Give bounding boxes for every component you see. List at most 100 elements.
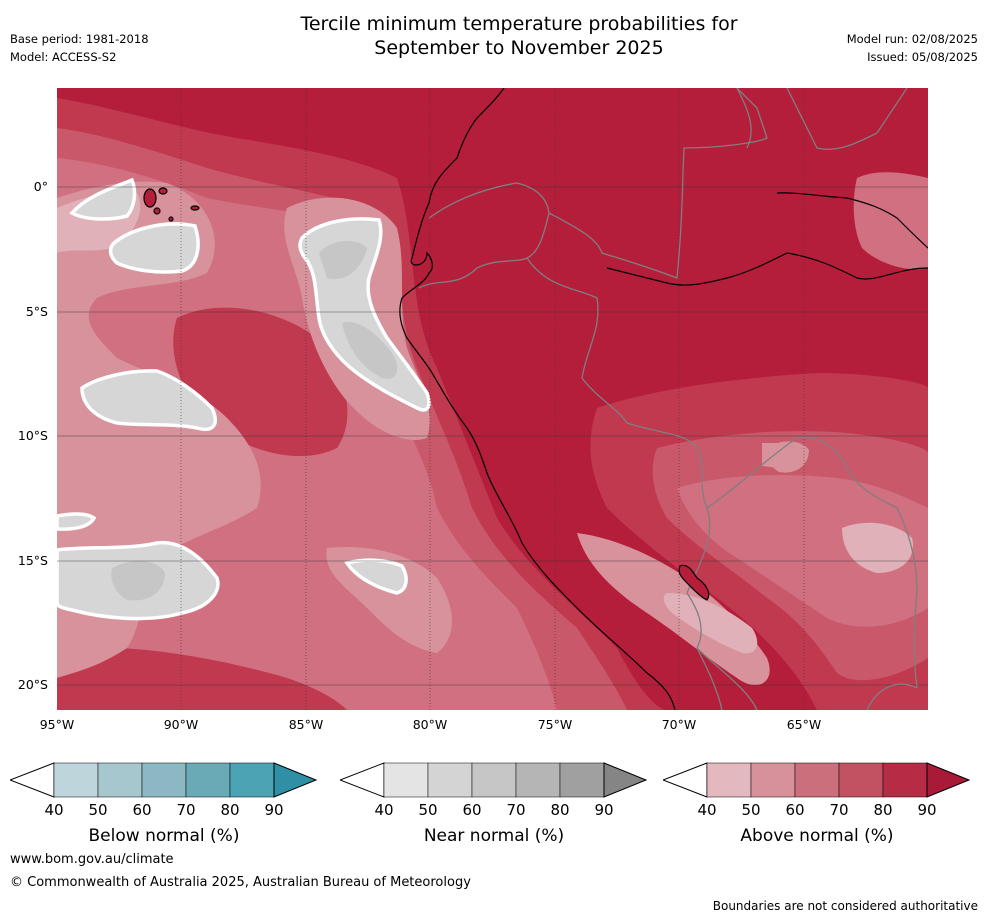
colorbar-above-swatch-1	[706, 762, 752, 798]
colorbar-above-swatch-5	[882, 762, 928, 798]
base-period-text: Base period: 1981-2018	[10, 32, 149, 46]
colorbar-below-tick-90: 90	[264, 801, 284, 819]
colorbar-near-tick-50: 50	[418, 801, 438, 819]
model-run-text: Model run: 02/08/2025	[846, 32, 978, 46]
colorbar-above-tick-40: 40	[697, 801, 717, 819]
colorbar-below-swatch-5	[229, 762, 275, 798]
border-peru-brazil	[526, 257, 711, 594]
colorbar-near-tick-40: 40	[374, 801, 394, 819]
colorbar-near-swatch-1	[383, 762, 429, 798]
lon-label-75w: 75°W	[537, 717, 573, 732]
near-normal-blob-7	[344, 558, 408, 595]
near-normal-dark-3	[111, 561, 165, 601]
disclaimer-text: Boundaries are not considered authoritat…	[712, 899, 978, 913]
map-svg	[57, 88, 928, 710]
border-bolivia-paraguay	[866, 683, 918, 710]
near-normal-blob-2	[108, 222, 200, 274]
colorbar-below-tick-70: 70	[176, 801, 196, 819]
colorbar-near-swatch-2	[427, 762, 473, 798]
lat-label-10s: 10°S	[17, 428, 48, 443]
land-band-50-b	[762, 443, 779, 468]
lon-label-95w: 95°W	[39, 717, 75, 732]
lon-label-65w: 65°W	[786, 717, 822, 732]
colorbar-above-tick-50: 50	[741, 801, 761, 819]
colorbar-above-over-arrow	[926, 762, 971, 798]
colorbar-below-swatch-2	[97, 762, 143, 798]
near-normal-blob-4	[80, 369, 217, 431]
colorbar-above-normal	[661, 762, 971, 798]
border-ecuador-peru	[418, 212, 550, 289]
land-band-40-b	[663, 593, 758, 654]
colorbar-below-swatch-3	[141, 762, 187, 798]
coastline-river	[606, 252, 928, 286]
colorbar-below-under-arrow	[8, 762, 55, 798]
model-text: Model: ACCESS-S2	[10, 50, 117, 64]
copyright-text: © Commonwealth of Australia 2025, Austra…	[10, 875, 471, 890]
land-band-40	[842, 522, 913, 573]
colorbar-below-tick-40: 40	[44, 801, 64, 819]
colorbar-below-svg	[8, 762, 318, 798]
border-colombia-brazil	[548, 88, 768, 279]
near-normal-blob-5	[57, 512, 97, 531]
lat-label-5s: 5°S	[25, 304, 48, 319]
galapagos-island-3	[153, 207, 161, 215]
galapagos-island-5	[190, 205, 200, 211]
colorbar-above-tick-60: 60	[785, 801, 805, 819]
colorbar-near-caption: Near normal (%)	[423, 826, 565, 846]
title-line-1: Tercile minimum temperature probabilitie…	[300, 13, 738, 35]
lat-label-15s: 15°S	[17, 553, 48, 568]
colorbar-above-tick-80: 80	[873, 801, 893, 819]
colorbar-below-normal	[8, 762, 318, 798]
lat-label-0: 0°	[33, 179, 48, 194]
coastline-pacific	[399, 88, 676, 710]
colorbar-near-swatch-4	[515, 762, 561, 798]
lon-label-90w: 90°W	[163, 717, 199, 732]
land-band-60	[677, 475, 928, 627]
border-colombia-ecuador	[428, 182, 550, 219]
colorbar-above-svg	[661, 762, 971, 798]
lake-titicaca	[678, 564, 710, 601]
border-bolivia-chile	[696, 647, 758, 710]
meta-right: Model run: 02/08/2025 Issued: 05/08/2025	[847, 30, 978, 66]
coastline	[399, 88, 928, 710]
coastline-amazon	[776, 192, 928, 249]
graticule-lat	[57, 186, 928, 686]
website-link[interactable]: www.bom.gov.au/climate	[10, 852, 174, 867]
lon-label-80w: 80°W	[412, 717, 448, 732]
galapagos-island-4	[168, 216, 174, 222]
colorbar-near-tick-90: 90	[594, 801, 614, 819]
lat-label-20s: 20°S	[17, 677, 48, 692]
colorbar-near-tick-60: 60	[462, 801, 482, 819]
colorbar-near-svg	[338, 762, 648, 798]
map-title: Tercile minimum temperature probabilitie…	[0, 12, 988, 60]
colorbar-above-tick-70: 70	[829, 801, 849, 819]
galapagos-islands	[143, 187, 200, 222]
colorbar-near-under-arrow	[338, 762, 385, 798]
title-line-2: September to November 2025	[374, 37, 664, 59]
colorbar-above-swatch-2	[750, 762, 796, 798]
colorbar-below-tick-50: 50	[88, 801, 108, 819]
lon-label-70w: 70°W	[661, 717, 697, 732]
near-normal-blob-1	[69, 177, 137, 221]
colorbar-below-caption: Below normal (%)	[88, 826, 240, 846]
colorbar-near-swatch-3	[471, 762, 517, 798]
lon-label-85w: 85°W	[288, 717, 324, 732]
issued-text: Issued: 05/08/2025	[867, 50, 978, 64]
galapagos-island-1	[143, 188, 157, 208]
near-normal-dark-2	[342, 322, 398, 379]
meta-left: Base period: 1981-2018 Model: ACCESS-S2	[10, 30, 149, 66]
colorbar-below-tick-80: 80	[220, 801, 240, 819]
land-patches	[577, 172, 928, 710]
colorbar-above-under-arrow	[661, 762, 708, 798]
colorbar-below-over-arrow	[273, 762, 318, 798]
colorbar-below-swatch-1	[53, 762, 99, 798]
colorbar-above-swatch-3	[794, 762, 840, 798]
border-brazil-north	[786, 88, 908, 150]
land-band-60-b	[853, 172, 928, 270]
country-borders	[418, 88, 918, 710]
colorbar-near-tick-80: 80	[550, 801, 570, 819]
colorbar-near-over-arrow	[603, 762, 648, 798]
border-bolivia-brazil	[706, 436, 918, 689]
near-normal-dark-1	[319, 241, 367, 279]
colorbar-near-swatch-5	[559, 762, 605, 798]
